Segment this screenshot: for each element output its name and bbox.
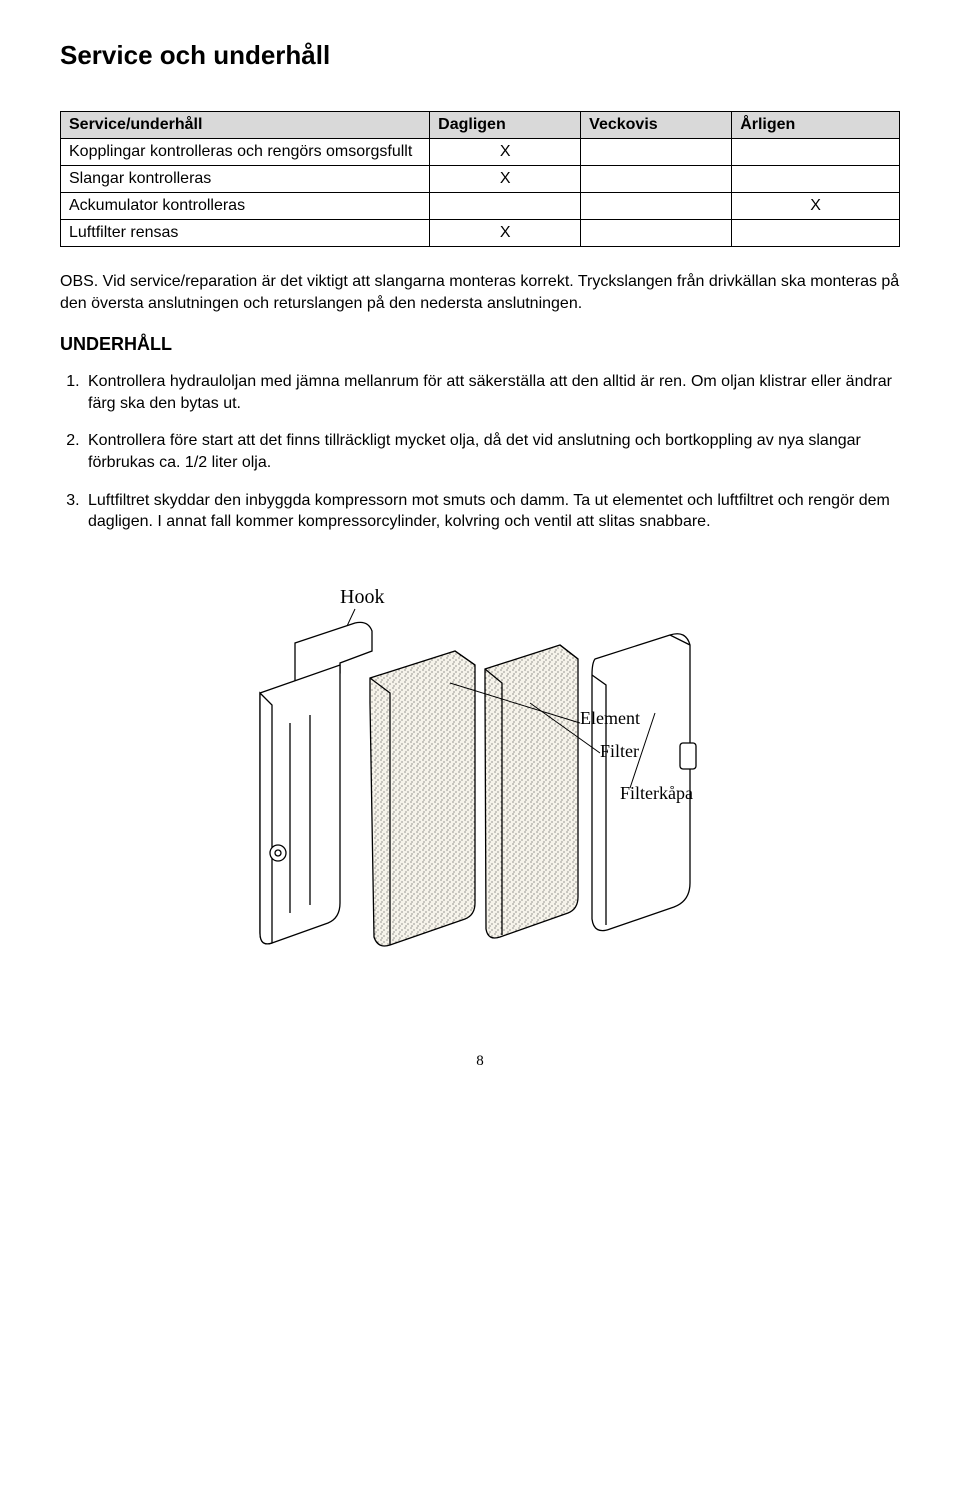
cell [732, 166, 900, 193]
cell: X [430, 166, 581, 193]
maintenance-schedule-table: Service/underhåll Dagligen Veckovis Årli… [60, 111, 900, 247]
obs-paragraph: OBS. Vid service/reparation är det vikti… [60, 271, 900, 314]
col-header: Service/underhåll [61, 112, 430, 139]
table-header-row: Service/underhåll Dagligen Veckovis Årli… [61, 112, 900, 139]
callout-filter: Filter [600, 741, 639, 762]
row-label: Luftfilter rensas [61, 220, 430, 247]
table-row: Luftfilter rensas X [61, 220, 900, 247]
col-header: Årligen [732, 112, 900, 139]
col-header: Veckovis [581, 112, 732, 139]
table-row: Kopplingar kontrolleras och rengörs omso… [61, 139, 900, 166]
table-row: Slangar kontrolleras X [61, 166, 900, 193]
list-item: Kontrollera hydrauloljan med jämna mella… [84, 371, 900, 414]
row-label: Slangar kontrolleras [61, 166, 430, 193]
list-item: Kontrollera före start att det finns til… [84, 430, 900, 473]
cell [732, 139, 900, 166]
maintenance-list: Kontrollera hydrauloljan med jämna mella… [60, 371, 900, 533]
row-label: Kopplingar kontrolleras och rengörs omso… [61, 139, 430, 166]
cell: X [430, 139, 581, 166]
callout-filterkapa: Filterkåpa [620, 783, 693, 804]
list-item: Luftfiltret skyddar den inbyggda kompres… [84, 490, 900, 533]
hook-label: Hook [340, 586, 384, 608]
cell [732, 220, 900, 247]
filter-figure: Hook [200, 573, 760, 993]
page-title: Service och underhåll [60, 40, 900, 71]
section-heading: UNDERHÅLL [60, 334, 900, 355]
cell [581, 193, 732, 220]
callout-element: Element [580, 708, 640, 729]
cell [581, 166, 732, 193]
table-row: Ackumulator kontrolleras X [61, 193, 900, 220]
cell: X [732, 193, 900, 220]
cell [581, 220, 732, 247]
col-header: Dagligen [430, 112, 581, 139]
cell [430, 193, 581, 220]
page-number: 8 [60, 1053, 900, 1070]
cell: X [430, 220, 581, 247]
row-label: Ackumulator kontrolleras [61, 193, 430, 220]
cell [581, 139, 732, 166]
